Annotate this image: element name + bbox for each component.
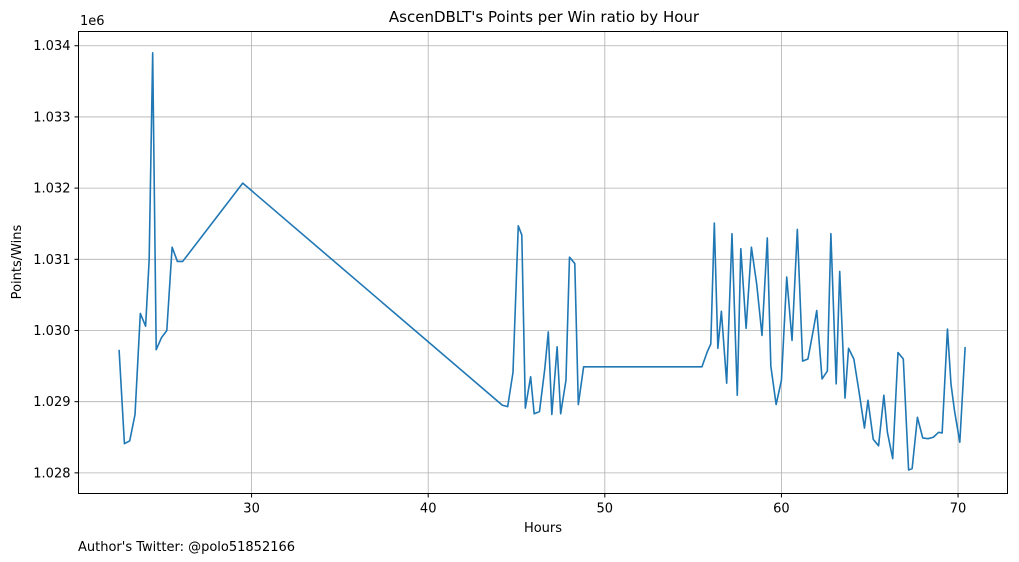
x-tick-label: 40: [420, 502, 437, 517]
y-tick-label: 1.032: [33, 182, 70, 197]
y-tick-label: 1.034: [33, 39, 70, 54]
y-axis-label: Points/Wins: [10, 224, 25, 299]
x-tick-label: 70: [950, 502, 967, 517]
y-axis-offset-label: 1e6: [80, 14, 105, 29]
y-tick-label: 1.030: [33, 324, 70, 339]
series-layer: [118, 52, 966, 471]
x-axis: 30 40 50 60 70: [243, 493, 967, 517]
y-tick-label: 1.029: [33, 395, 70, 410]
series-line: [118, 52, 966, 471]
plot-area-frame: [78, 31, 1008, 494]
x-tick-label: 30: [243, 502, 260, 517]
chart-title: AscenDBLT's Points per Win ratio by Hour: [389, 8, 700, 26]
grid-lines: [78, 31, 1008, 494]
x-tick-label: 60: [773, 502, 790, 517]
author-footer: Author's Twitter: @polo51852166: [78, 540, 295, 555]
y-tick-label: 1.028: [33, 466, 70, 481]
x-axis-label: Hours: [524, 521, 562, 536]
x-tick-label: 50: [597, 502, 614, 517]
y-tick-label: 1.033: [33, 110, 70, 125]
y-axis: 1.028 1.029 1.030 1.031 1.032 1.033 1.034: [33, 39, 79, 481]
y-tick-label: 1.031: [33, 253, 70, 268]
